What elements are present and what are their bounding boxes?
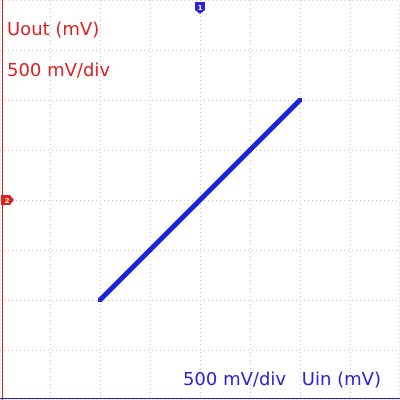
trace-point: [98, 298, 102, 302]
trace-point: [248, 148, 252, 152]
trace-point: [298, 98, 302, 102]
x-axis-scale: 500 mV/div: [182, 369, 287, 390]
channel-2-marker[interactable]: 2: [1, 195, 14, 205]
xy-trace: [98, 98, 302, 302]
x-axis-label: Uin (mV): [301, 369, 381, 390]
trace-point: [123, 273, 127, 277]
trace-point: [198, 198, 202, 202]
trace-point: [273, 123, 277, 127]
channel-1-marker[interactable]: 1: [195, 2, 205, 14]
trace-point: [148, 248, 152, 252]
y-axis-scale: 500 mV/div: [7, 60, 111, 81]
channel-1-marker-label: 1: [198, 4, 203, 12]
trace-point: [223, 173, 227, 177]
x-axis-info: 500 mV/div Uin (mV): [183, 370, 381, 390]
channel-2-marker-label: 2: [5, 197, 10, 205]
trace-point: [173, 223, 177, 227]
y-axis-label: Uout (mV): [7, 19, 100, 40]
